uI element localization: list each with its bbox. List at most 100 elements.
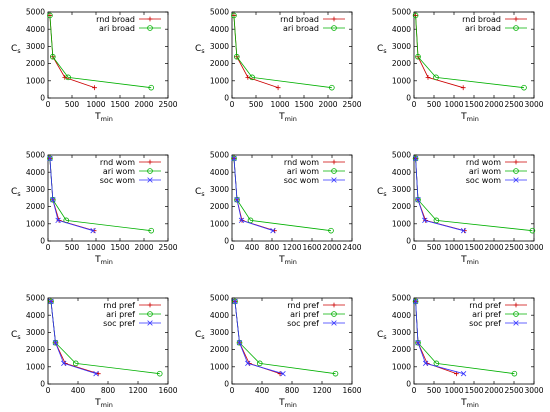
x-tick-label: 3000 [524,243,543,252]
x-axis-label: Tmin [278,255,297,266]
series-line-soc-wom [415,158,464,232]
y-tick-label: 4000 [26,311,45,320]
plot-frame [47,11,169,99]
chart-panel-7: 0 1000 2000 3000 4000 5000 0 400 800 1200 1600 Tmin… [11,294,178,409]
x-tick-label: 0 [230,100,235,109]
data-point-ari-wom [247,217,254,224]
data-point-soc-wom [415,197,421,203]
x-axis-label: Tmin [278,398,297,409]
chart-panel-2: 0 1000 2000 3000 4000 5000 0 500 1000 1500 2000 250… [195,8,362,123]
y-axis-label: Cs [11,330,21,341]
y-tick-label: 5000 [210,8,229,17]
data-point-ari-wom [433,217,440,224]
data-point-soc-wom [231,155,237,162]
data-point-ari-broad [234,53,240,60]
y-tick-label: 0 [406,380,411,389]
legend-label: soc pref [287,319,319,328]
series-line-soc-pref [50,301,97,375]
y-tick-label: 2000 [26,202,45,211]
data-point-ari-broad [148,84,155,91]
chart-panel-8: 0 1000 2000 3000 4000 5000 0 400 800 1200 1600 Tmin… [195,294,362,409]
data-point-soc-wom [90,227,96,234]
x-tick-label: 400 [255,386,270,395]
data-point-ari-wom [148,227,155,234]
legend-label: rnd wom [466,158,501,167]
x-axis-label: Tmin [94,255,113,266]
x-tick-label: 2500 [504,243,523,252]
y-tick-label: 2000 [210,202,229,211]
legend-swatch-marker [147,311,153,317]
y-tick-label: 4000 [392,25,411,34]
y-tick-label: 0 [40,380,45,389]
x-axis-label: Tmin [460,398,479,409]
plot-frame [231,11,353,99]
series-line-ari-pref [234,301,336,375]
legend-label: soc wom [100,176,135,185]
y-tick-label: 1000 [210,76,229,85]
y-tick-label: 5000 [210,151,229,160]
y-tick-label: 1000 [26,219,45,228]
x-tick-label: 500 [427,100,442,109]
y-tick-label: 2000 [392,202,411,211]
data-point-soc-pref [48,298,54,305]
legend-swatch-marker [147,25,153,31]
y-tick-label: 3000 [392,185,411,194]
data-point-soc-wom [47,155,53,162]
data-point-rnd-broad [460,85,466,91]
legend-swatch-marker [513,177,519,183]
y-tick-label: 1000 [392,362,411,371]
data-point-ari-broad [415,53,421,60]
y-tick-label: 1000 [392,76,411,85]
plot-frame [47,154,169,242]
series-line-soc-wom [233,158,274,232]
x-tick-label: 1200 [312,386,331,395]
data-point-ari-broad [521,84,527,91]
legend-label: ari wom [287,167,319,176]
data-point-rnd-broad [92,85,97,91]
y-tick-label: 5000 [26,294,45,303]
data-point-ari-pref [256,360,263,367]
series-line-rnd-broad [49,15,95,89]
legend-swatch-marker [513,320,519,326]
y-tick-label: 1000 [26,76,45,85]
x-tick-label: 1500 [464,386,483,395]
y-tick-label: 0 [224,380,229,389]
data-point-ari-pref [72,360,79,367]
series-line-rnd-wom [49,158,95,232]
data-point-soc-pref [460,370,467,377]
data-point-soc-pref [52,340,59,346]
x-tick-label: 500 [427,386,442,395]
y-tick-label: 5000 [392,8,411,17]
y-axis-label: Cs [195,187,205,198]
y-tick-label: 3000 [26,42,45,51]
legend-label: ari broad [465,24,501,33]
data-point-ari-broad [249,74,255,81]
series-line-rnd-broad [233,15,279,89]
y-tick-label: 0 [406,94,411,103]
data-point-soc-wom [234,197,240,203]
y-tick-label: 2000 [392,59,411,68]
y-tick-label: 2000 [392,345,411,354]
data-point-soc-pref [61,360,67,367]
x-tick-label: 2500 [158,243,177,252]
legend-swatch-marker [147,320,153,326]
x-tick-label: 1500 [110,243,129,252]
x-tick-label: 1000 [444,243,463,252]
y-tick-label: 3000 [392,42,411,51]
x-tick-label: 0 [230,243,235,252]
y-axis-label: Cs [377,44,387,55]
legend-label: ari pref [106,310,135,319]
legend-swatch-marker [147,168,153,174]
x-tick-label: 2000 [134,100,153,109]
legend-label: rnd broad [96,15,135,24]
legend-swatch-marker [331,311,337,317]
data-point-ari-broad [329,84,335,91]
legend-label: soc pref [103,319,135,328]
y-tick-label: 0 [40,237,45,246]
x-tick-label: 800 [265,243,280,252]
y-tick-label: 2000 [210,59,229,68]
y-tick-label: 5000 [26,151,45,160]
x-tick-label: 0 [46,386,51,395]
